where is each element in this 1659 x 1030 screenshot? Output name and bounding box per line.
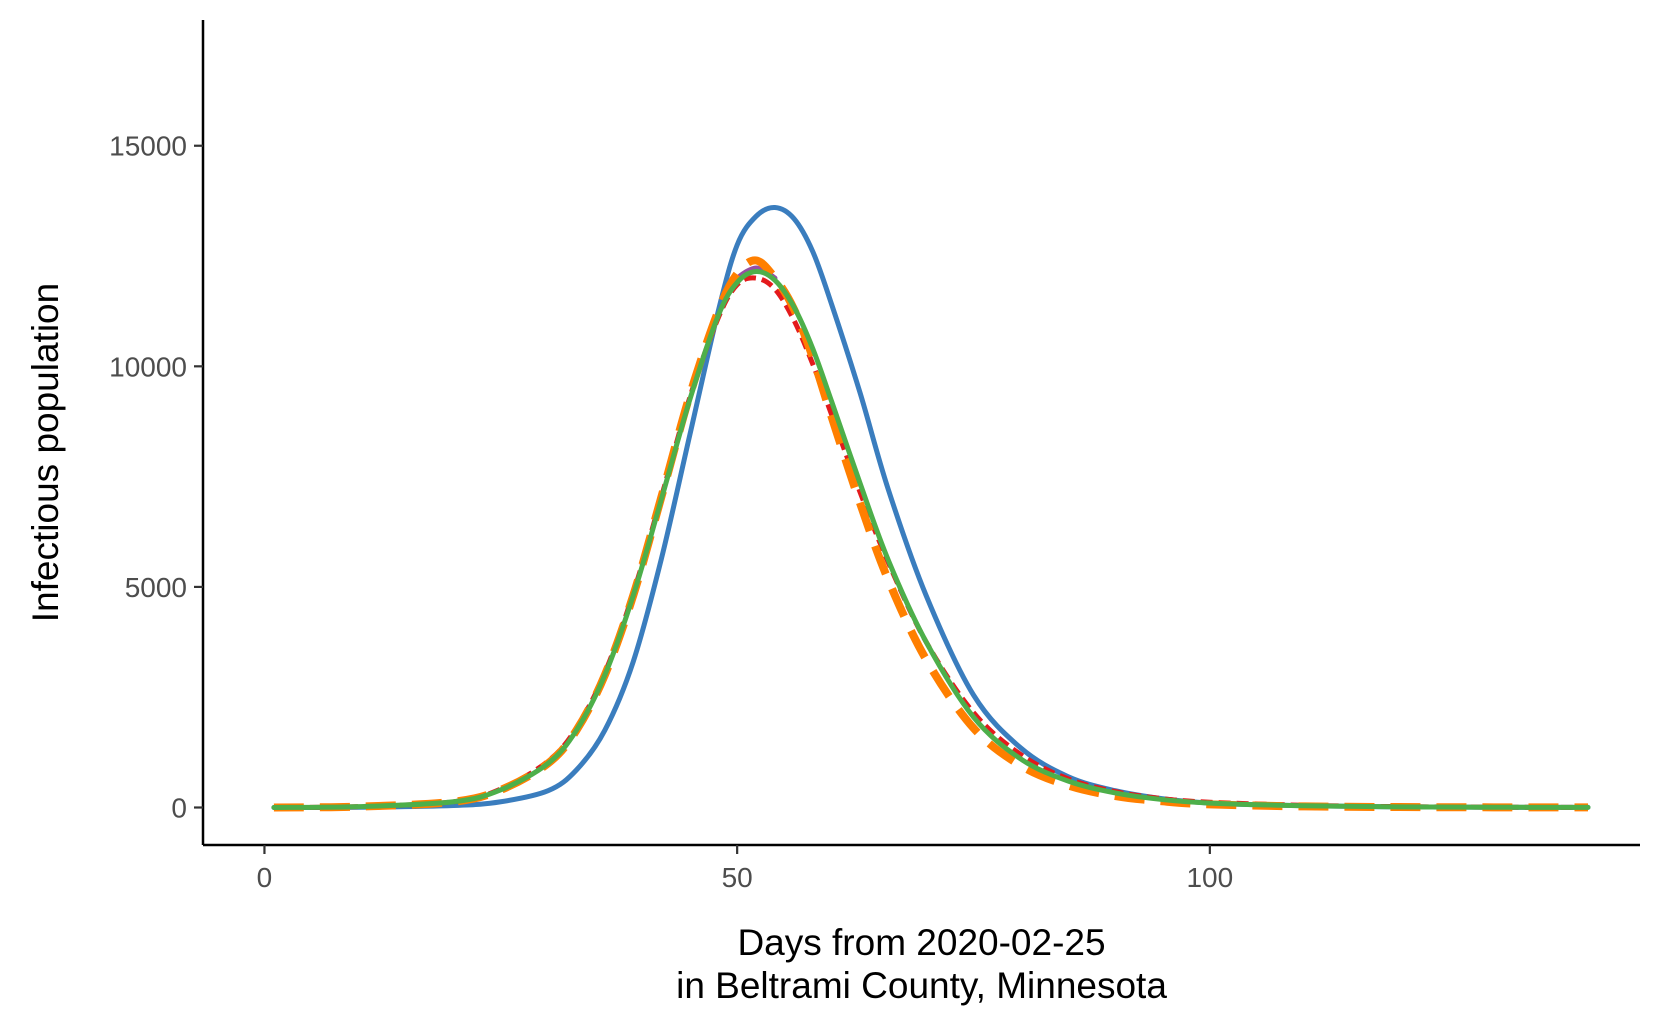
x-axis-title-line-2: in Beltrami County, Minnesota [676,965,1167,1006]
y-tick-label: 5000 [125,572,187,603]
plot-series [271,204,1591,812]
x-tick-label: 100 [1186,862,1233,893]
series-line-1 [271,204,1591,811]
x-axis-ticks: 0 50 100 [257,845,1233,893]
y-tick-label: 0 [171,793,187,824]
y-axis-ticks: 0 5000 10000 15000 [109,131,203,824]
series-line-5 [271,268,1591,810]
x-axis-title: Days from 2020-02-25 [737,922,1105,963]
x-tick-label: 50 [722,862,753,893]
x-tick-label: 0 [257,862,273,893]
series-line-2 [273,275,1589,810]
series-line-4 [273,256,1589,812]
y-tick-label: 10000 [109,351,187,382]
y-axis-title: Infectious population [25,283,66,622]
y-tick-label: 15000 [109,131,187,162]
